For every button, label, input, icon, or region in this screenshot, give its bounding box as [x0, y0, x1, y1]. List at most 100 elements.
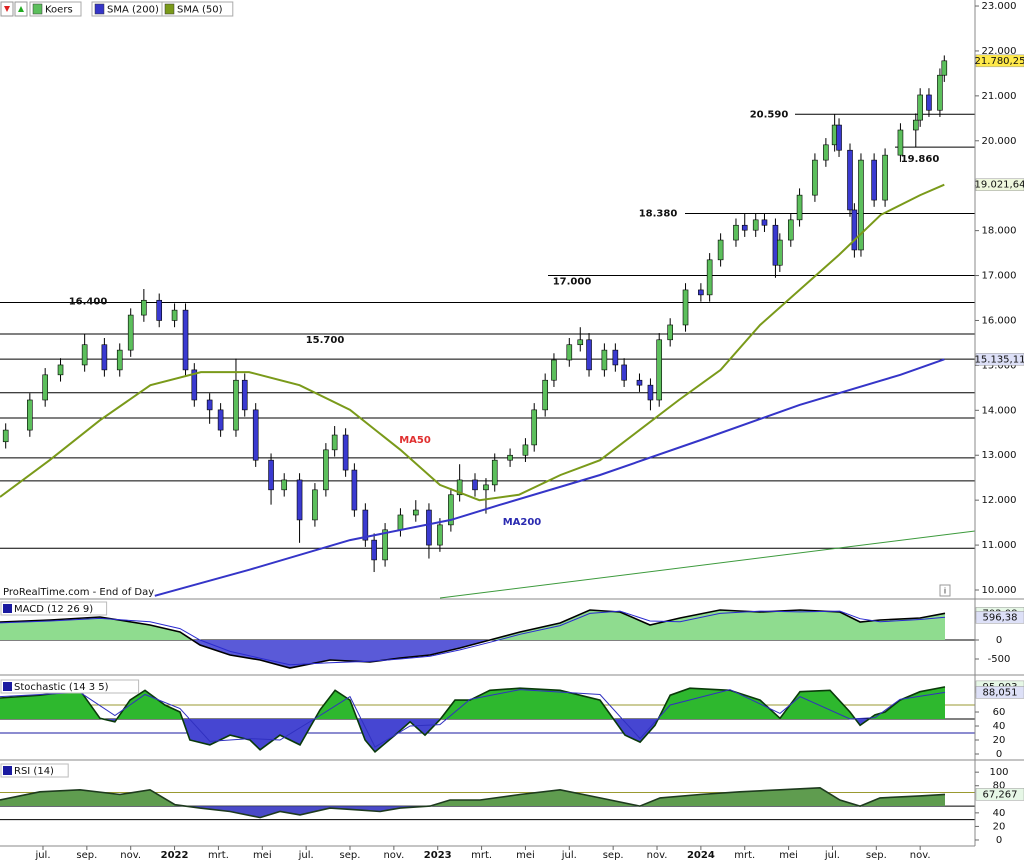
candle-body: [42, 374, 48, 401]
x-tick-label: 2024: [687, 850, 715, 860]
candle-body: [382, 529, 388, 561]
x-tick-label: sep.: [866, 850, 887, 860]
x-tick-label: mrt.: [208, 850, 229, 860]
trend-line: [439, 530, 976, 599]
candle-body: [741, 224, 748, 231]
candle-body: [233, 379, 239, 431]
toolbar: [0, 1, 28, 17]
candle-body: [241, 379, 248, 411]
panel-title: RSI (14): [14, 766, 54, 777]
candle-body: [586, 339, 592, 371]
candle-body: [206, 399, 213, 411]
y-tick-label: 13.000: [982, 450, 1017, 461]
candle-body: [426, 509, 432, 546]
x-tick-label: sep.: [603, 850, 624, 860]
x-tick-label: jul.: [561, 850, 577, 860]
candle-body: [941, 60, 948, 76]
candle-body: [448, 494, 454, 526]
candle-body: [601, 349, 608, 371]
candle-body: [682, 289, 689, 326]
x-tick-label: nov.: [647, 850, 668, 860]
y-tick-label: -500: [988, 654, 1011, 665]
level-label: 15.700: [306, 335, 345, 346]
candle-body: [621, 364, 627, 381]
x-tick-label: nov.: [120, 850, 141, 860]
candle-body: [851, 209, 858, 251]
panel: [0, 686, 975, 754]
area-fill: [0, 787, 945, 807]
y-tick-label: 15.000: [982, 360, 1017, 371]
info-icon[interactable]: [939, 584, 951, 597]
candle-body: [2, 429, 9, 443]
y-tick-label: 40: [993, 721, 1006, 732]
candle-body: [268, 459, 274, 491]
candle-body: [926, 94, 932, 111]
candle-body: [897, 129, 904, 156]
legend-label: SMA (200): [107, 5, 159, 16]
y-tick-label: 14.000: [982, 405, 1017, 416]
candle-body: [351, 469, 358, 511]
candle-body: [191, 369, 198, 401]
candle-body: [483, 484, 489, 491]
candle-body: [823, 144, 829, 161]
panels: [0, 55, 975, 821]
candle-body: [342, 434, 349, 471]
indicator-line: [0, 610, 946, 666]
candle-body: [57, 364, 64, 376]
sma-line: [154, 358, 945, 597]
panel-title-icon: [3, 604, 12, 613]
indicator-line: [0, 686, 946, 754]
candle-body: [182, 309, 189, 371]
candle-body: [531, 409, 538, 446]
area-fill: [0, 610, 945, 641]
price-tag-label: 596,38: [983, 612, 1018, 623]
y-tick-label: 23.000: [982, 1, 1017, 12]
candle-body: [656, 339, 663, 401]
x-tick-label: jul.: [298, 850, 314, 860]
up-icon: [18, 6, 24, 12]
candle-body: [847, 149, 853, 211]
candle-body: [397, 514, 404, 531]
level-label: 19.860: [901, 154, 940, 165]
price-tag: [975, 178, 1024, 191]
panel-title-box: [0, 763, 69, 778]
candle-body: [882, 154, 888, 201]
candle-body: [566, 344, 573, 361]
price-tag-label: 19.021,64: [975, 180, 1024, 191]
indicator-line: [0, 786, 946, 819]
candle-body: [551, 359, 557, 381]
area-below: [0, 719, 945, 752]
candle-body: [217, 409, 224, 431]
candle-body: [871, 159, 877, 201]
candle-body: [472, 479, 478, 491]
panel-title-box: [0, 679, 140, 694]
candle-body: [636, 379, 643, 386]
candle-body: [456, 479, 463, 496]
price-tag-label: 88,051: [983, 687, 1018, 698]
x-tick-label: mrt.: [471, 850, 492, 860]
candle-body: [507, 454, 513, 461]
x-tick-label: 2022: [161, 850, 189, 860]
legend-label: SMA (50): [177, 5, 223, 16]
down-icon: [4, 6, 10, 12]
area-above: [0, 787, 945, 807]
info-icon-glyph: i: [944, 587, 946, 596]
candle-body: [491, 459, 498, 486]
candle-body: [542, 379, 548, 411]
candle-body: [522, 444, 529, 456]
annotation: MA50: [399, 435, 431, 446]
y-tick-label: 12.000: [982, 495, 1017, 506]
x-tick-label: sep.: [340, 850, 361, 860]
legend-box: [161, 1, 234, 17]
y-tick-label: 16.000: [982, 315, 1017, 326]
area-above: [0, 610, 945, 641]
panel: [0, 55, 975, 597]
price-tag: [975, 611, 1024, 624]
annotation: MA200: [503, 517, 542, 528]
candle-body: [141, 299, 147, 316]
candle-body: [698, 289, 704, 296]
candle-body: [761, 219, 768, 226]
candle-body: [812, 159, 818, 196]
y-tick-label: 20.000: [982, 136, 1017, 147]
